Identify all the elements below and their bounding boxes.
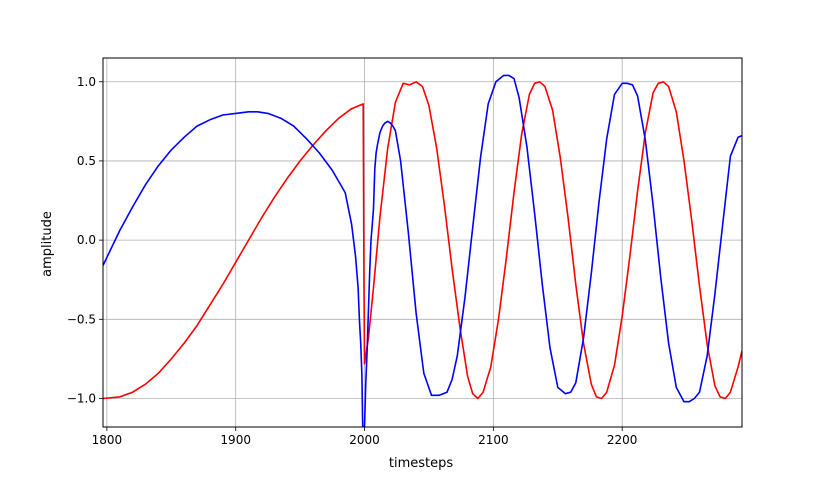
- x-tick-label: 2200: [607, 433, 638, 447]
- y-tick-label: −0.5: [67, 312, 96, 326]
- x-axis: 1800 1900 2000 2100 2200: [92, 427, 638, 447]
- y-tick-label: 0.5: [77, 154, 96, 168]
- axes-frame: [102, 57, 743, 428]
- series-line-1: [103, 81, 742, 400]
- y-tick-label: 1.0: [77, 75, 96, 89]
- x-tick-label: 2000: [349, 433, 380, 447]
- grid-lines: [103, 58, 742, 427]
- y-tick-label: −1.0: [67, 391, 96, 405]
- x-axis-label: timesteps: [389, 456, 453, 471]
- x-tick-label: 1900: [220, 433, 251, 447]
- y-axis: −1.0 −0.5 0.0 0.5 1.0: [67, 75, 103, 405]
- series-layer: [103, 74, 742, 427]
- series-line-2: [103, 74, 742, 427]
- x-tick-label: 2100: [478, 433, 509, 447]
- y-tick-label: 0.0: [77, 233, 96, 247]
- x-tick-label: 1800: [92, 433, 123, 447]
- y-axis-label: amplitude: [40, 211, 55, 277]
